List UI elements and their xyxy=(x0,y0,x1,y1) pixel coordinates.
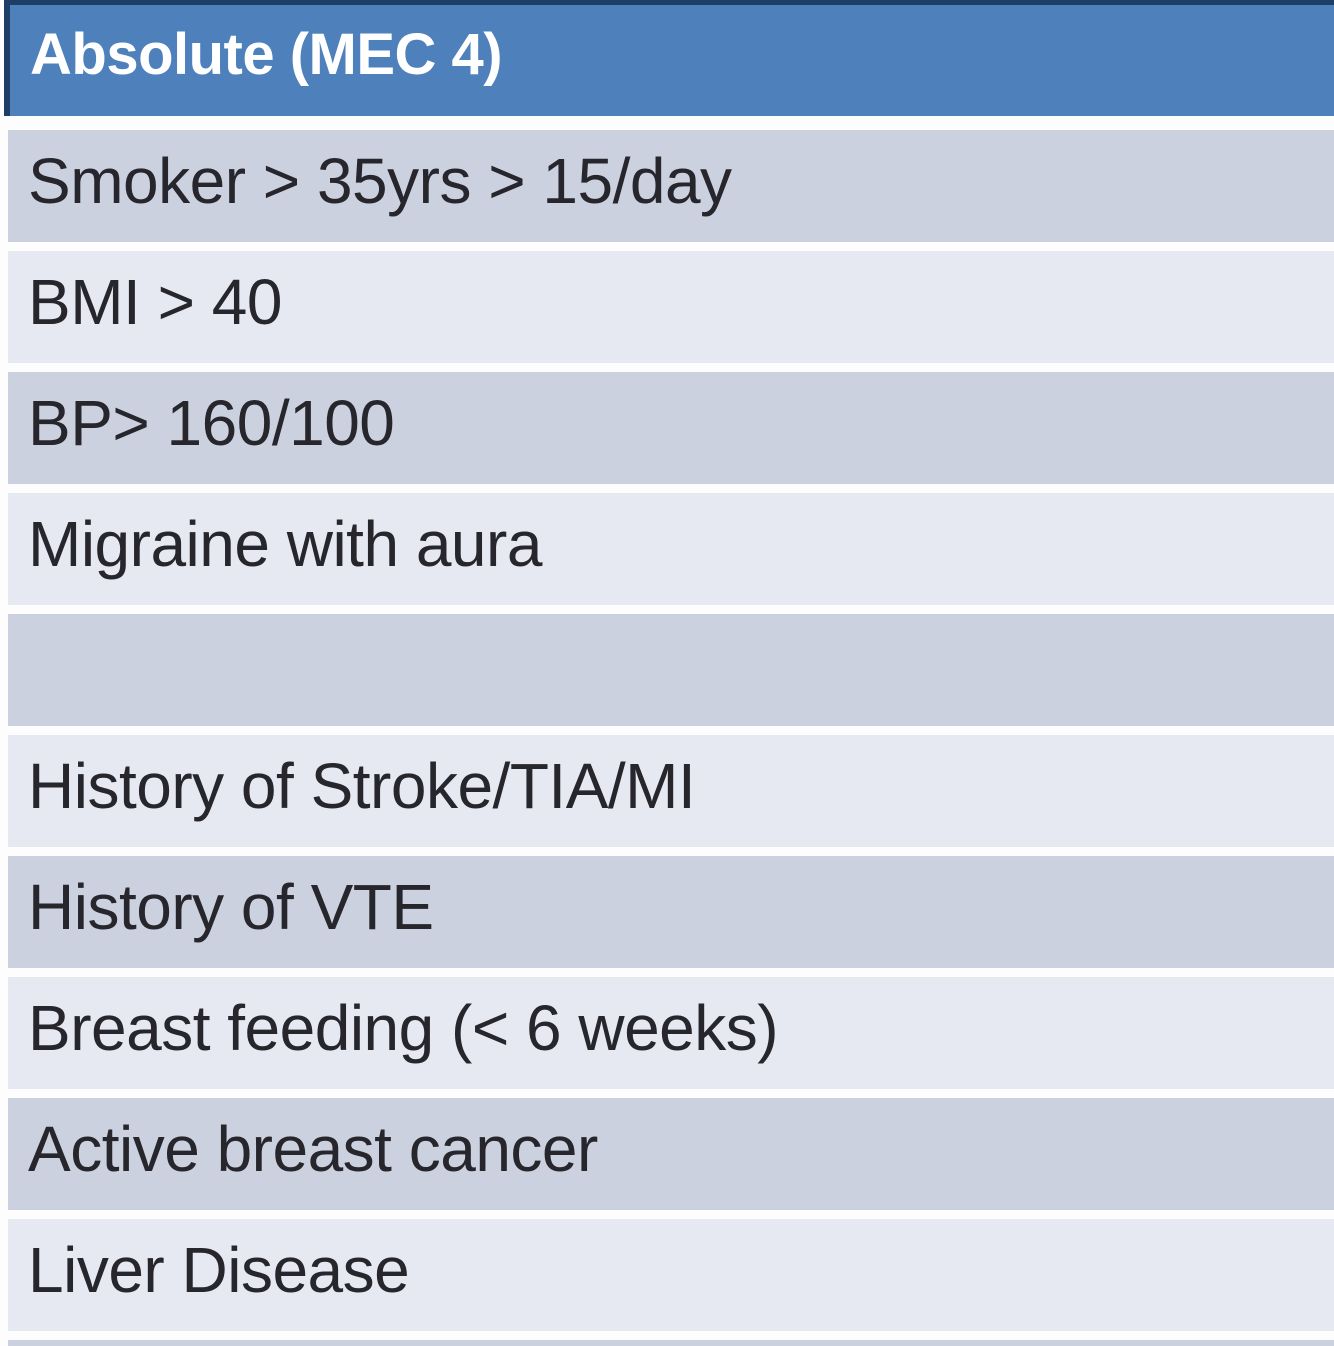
row-label: BMI > 40 xyxy=(28,266,282,338)
table-row: Liver Disease xyxy=(8,1219,1334,1331)
table-row: Breast feeding (< 6 weeks) xyxy=(8,977,1334,1089)
table-body: Smoker > 35yrs > 15/day BMI > 40 BP> 160… xyxy=(0,130,1334,1331)
next-row-clipped-sliver xyxy=(8,1340,1334,1346)
row-label: Active breast cancer xyxy=(28,1113,598,1185)
table-header-title: Absolute (MEC 4) xyxy=(30,22,503,87)
table-row: Smoker > 35yrs > 15/day xyxy=(8,130,1334,242)
row-label: History of Stroke/TIA/MI xyxy=(28,750,696,822)
row-label: BP> 160/100 xyxy=(28,387,395,459)
table-row: BMI > 40 xyxy=(8,251,1334,363)
row-label: Liver Disease xyxy=(28,1234,410,1306)
row-label: Smoker > 35yrs > 15/day xyxy=(28,145,732,217)
table-row: History of Stroke/TIA/MI xyxy=(8,735,1334,847)
row-label: History of VTE xyxy=(28,871,434,943)
table-row: Migraine with aura xyxy=(8,493,1334,605)
table-row: History of VTE xyxy=(8,856,1334,968)
table-row: BP> 160/100 xyxy=(8,372,1334,484)
table-header-row: Absolute (MEC 4) xyxy=(4,0,1334,116)
row-label: Breast feeding (< 6 weeks) xyxy=(28,992,779,1064)
table-row xyxy=(8,614,1334,726)
row-label: Migraine with aura xyxy=(28,508,542,580)
table-row: Active breast cancer xyxy=(8,1098,1334,1210)
